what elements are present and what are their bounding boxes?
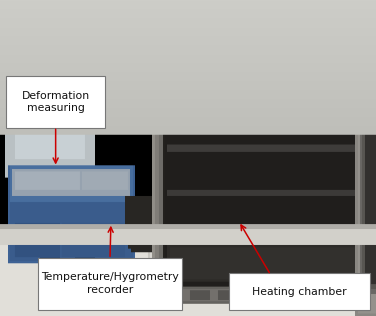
FancyBboxPatch shape — [38, 258, 182, 310]
Text: Temperature/Hygrometry
recorder: Temperature/Hygrometry recorder — [41, 272, 179, 295]
Text: Heating chamber: Heating chamber — [252, 287, 347, 296]
Text: Deformation
measuring: Deformation measuring — [21, 91, 90, 113]
FancyBboxPatch shape — [229, 273, 370, 310]
FancyBboxPatch shape — [6, 76, 105, 128]
